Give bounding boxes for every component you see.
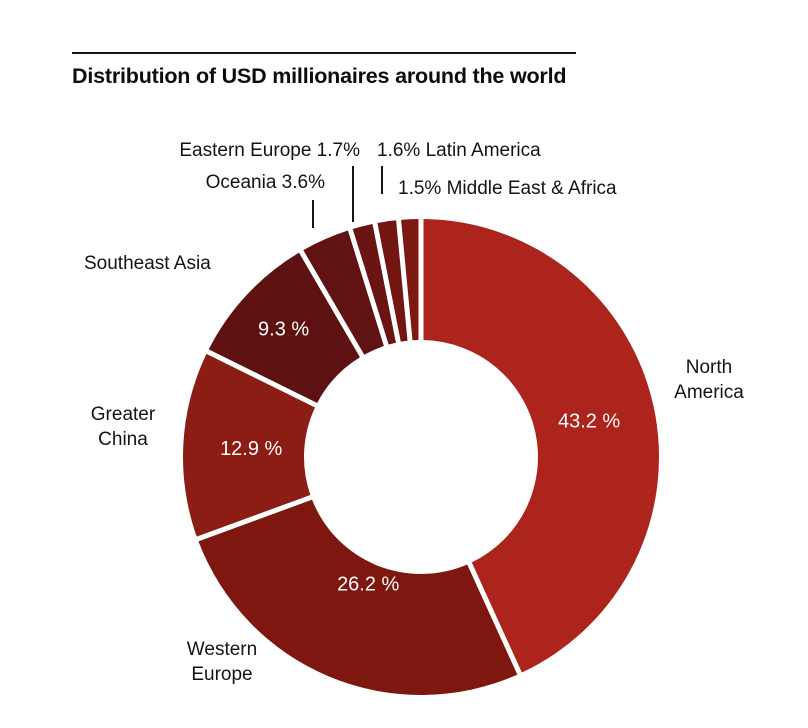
- top-rule: [72, 52, 576, 54]
- slice-western-europe: [198, 499, 518, 695]
- callout-middle-east-africa: 1.5% Middle East & Africa: [398, 178, 617, 199]
- callout-line: Europe: [191, 664, 253, 685]
- callout-line: America: [674, 382, 744, 403]
- slice-latin-america: [377, 220, 408, 342]
- chart-title: Distribution of USD millionaires around …: [72, 64, 567, 88]
- leader-line-latin-america: [381, 166, 383, 194]
- callout-greater-china: Greater China: [53, 402, 193, 452]
- slice-value-greater-china: 12.9 %: [220, 438, 282, 460]
- slice-eastern-europe: [352, 224, 396, 345]
- callout-line: China: [98, 429, 148, 450]
- callout-line: North: [685, 357, 733, 378]
- leader-line-oceania: [312, 200, 314, 228]
- callout-line: Western: [186, 639, 258, 660]
- slice-greater-china: [182, 353, 316, 537]
- callout-eastern-europe: Eastern Europe 1.7%: [179, 140, 360, 161]
- slice-north-america: [423, 219, 660, 673]
- callout-southeast-asia: Southeast Asia: [84, 253, 211, 274]
- leader-line-eastern-europe: [352, 166, 354, 222]
- slice-value-north-america: 43.2 %: [558, 411, 620, 433]
- callout-latin-america: 1.6% Latin America: [377, 140, 541, 161]
- slice-middle-east-africa: [401, 219, 419, 341]
- slice-southeast-asia: [208, 252, 360, 403]
- callout-line: Greater: [90, 404, 156, 425]
- slice-value-western-europe: 26.2 %: [337, 573, 399, 595]
- callout-north-america: North America: [644, 355, 774, 405]
- slice-value-southeast-asia: 9.3 %: [258, 319, 309, 341]
- slice-oceania: [303, 230, 384, 355]
- callout-oceania: Oceania 3.6%: [205, 172, 325, 193]
- callout-western-europe: Western Europe: [152, 637, 292, 687]
